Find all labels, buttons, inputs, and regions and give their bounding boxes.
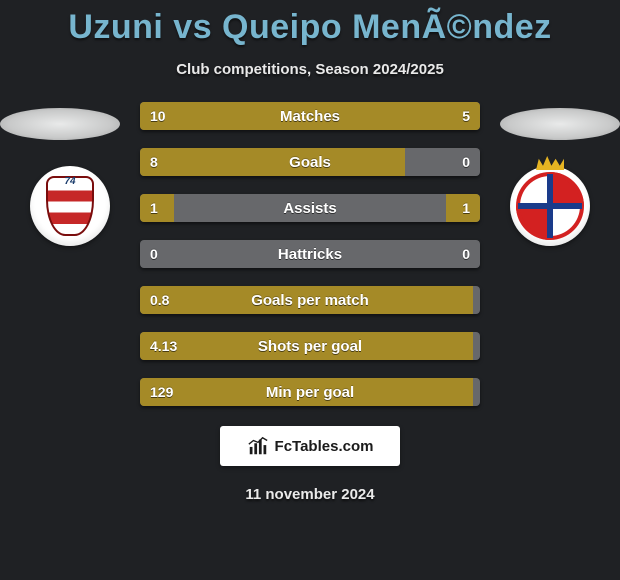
stat-value-left: 4.13 (140, 332, 187, 360)
team-badge-right-circle (510, 166, 590, 246)
stat-fill-left (140, 286, 473, 314)
sporting-crest-icon (510, 166, 590, 246)
stat-row: 80Goals (140, 148, 480, 176)
team-badge-left (20, 166, 120, 266)
stat-row-track (140, 240, 480, 268)
stat-value-right (460, 286, 480, 314)
stat-row: 105Matches (140, 102, 480, 130)
stat-row: 11Assists (140, 194, 480, 222)
stat-value-right: 1 (452, 194, 480, 222)
stat-value-right: 0 (452, 240, 480, 268)
team-badge-right (500, 166, 600, 266)
stat-value-left: 129 (140, 378, 183, 406)
stat-row: 129Min per goal (140, 378, 480, 406)
stat-row-track (140, 194, 480, 222)
stat-fill-left (140, 378, 473, 406)
snapshot-date: 11 november 2024 (0, 486, 620, 503)
granada-crest-icon (30, 166, 110, 246)
team-badge-left-circle (30, 166, 110, 246)
source-label: FcTables.com (275, 438, 374, 455)
comparison-stage: 105Matches80Goals11Assists00Hattricks0.8… (0, 96, 620, 536)
stat-value-right (460, 332, 480, 360)
comparison-bars: 105Matches80Goals11Assists00Hattricks0.8… (140, 102, 480, 424)
stat-value-left: 8 (140, 148, 168, 176)
spotlight-left (0, 108, 120, 140)
source-card: FcTables.com (220, 426, 400, 466)
stat-value-right: 5 (452, 102, 480, 130)
stat-value-left: 1 (140, 194, 168, 222)
stat-row: 4.13Shots per goal (140, 332, 480, 360)
stat-value-right: 0 (452, 148, 480, 176)
spotlight-right (500, 108, 620, 140)
stat-row: 00Hattricks (140, 240, 480, 268)
page-title: Uzuni vs Queipo MenÃ©ndez (0, 0, 620, 47)
stat-fill-left (140, 332, 473, 360)
stat-row: 0.8Goals per match (140, 286, 480, 314)
stat-value-right (460, 378, 480, 406)
stat-fill-left (140, 148, 405, 176)
stat-value-left: 0 (140, 240, 168, 268)
stat-fill-left (140, 102, 405, 130)
stat-value-left: 0.8 (140, 286, 179, 314)
chart-icon (247, 435, 269, 457)
page-subtitle: Club competitions, Season 2024/2025 (0, 61, 620, 78)
stat-value-left: 10 (140, 102, 176, 130)
